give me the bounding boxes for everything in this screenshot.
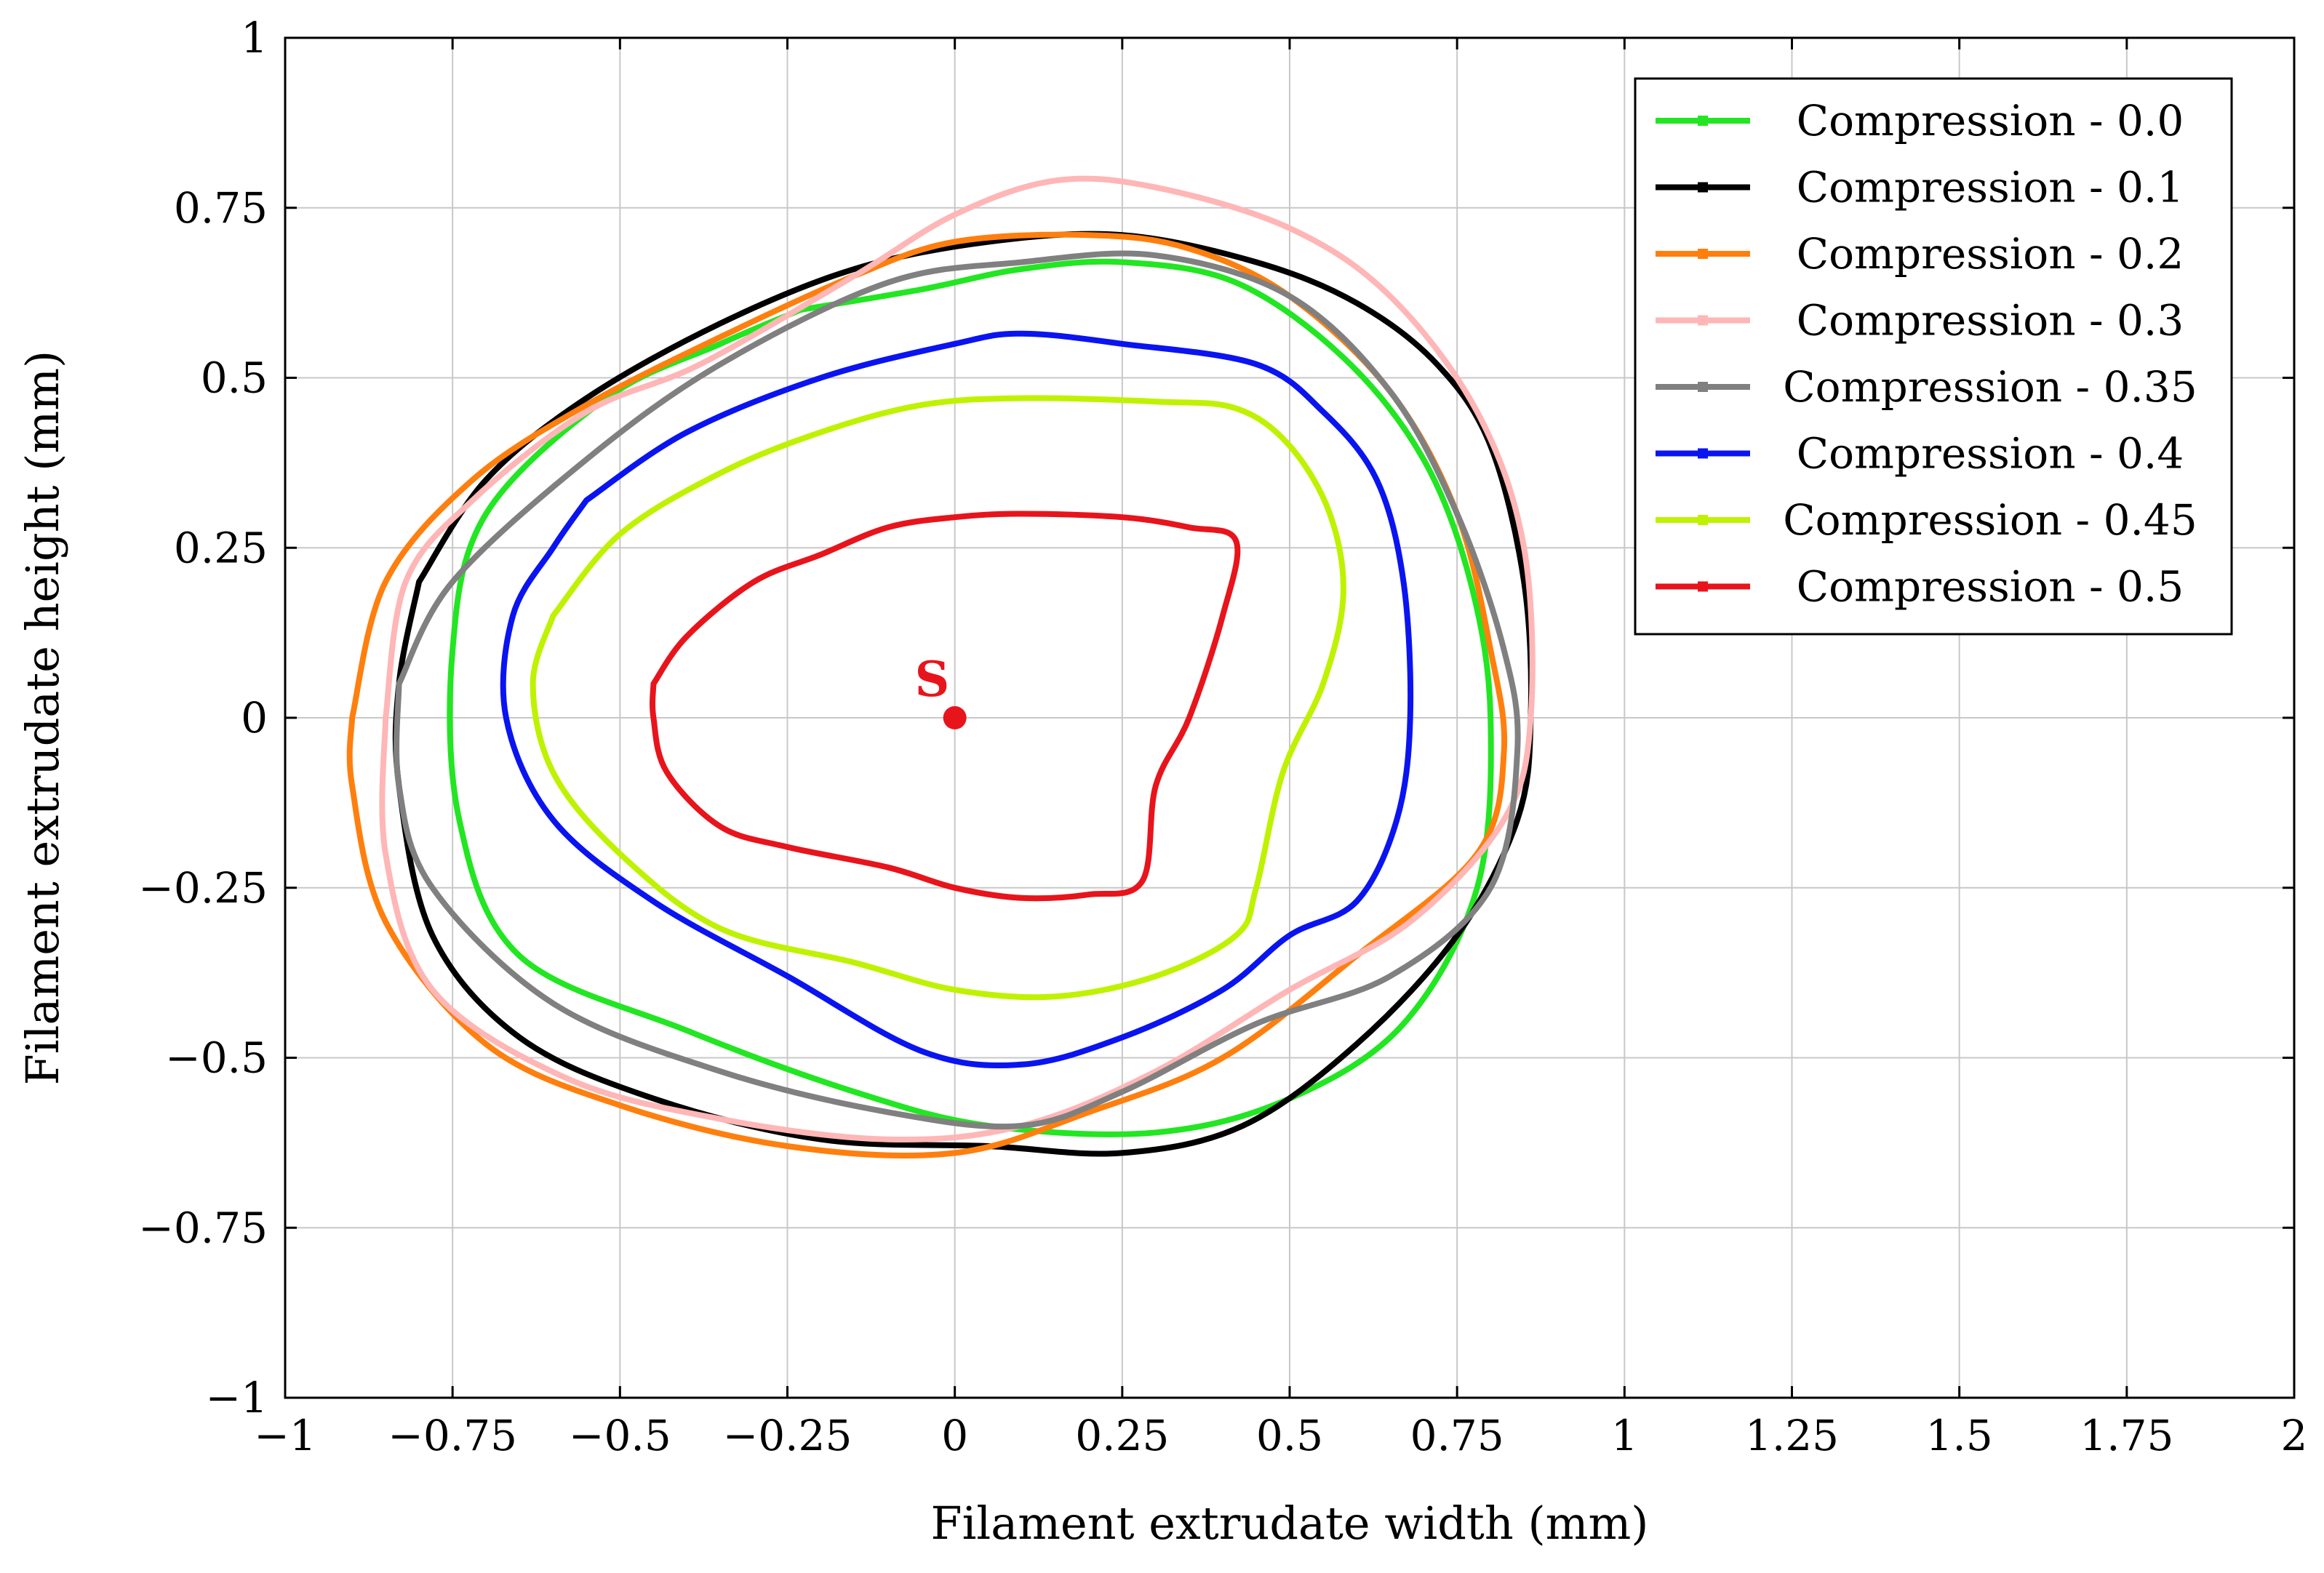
legend-marker-compression-0-5 (1698, 581, 1708, 592)
legend-label-compression-0-35: Compression - 0.35 (1783, 362, 2197, 412)
origin-point-label: S (915, 651, 950, 708)
legend-marker-compression-0-2 (1698, 249, 1708, 259)
y-axis-title: Filament extrudate height (mm) (16, 351, 69, 1085)
legend: Compression - 0.0 Compression - 0.1 Compre… (1634, 77, 2233, 636)
legend-label-compression-0-45: Compression - 0.45 (1783, 495, 2197, 545)
series-line-compression-0-4 (500, 330, 1414, 1069)
series-line-compression-0-45 (530, 395, 1346, 1001)
legend-marker-compression-0-4 (1698, 448, 1708, 459)
y-tick-label: −0.75 (138, 1203, 268, 1252)
origin-point-marker (943, 706, 967, 729)
legend-box (1634, 77, 2233, 636)
x-tick-label: 1.75 (2080, 1411, 2173, 1460)
legend-label-compression-0-2: Compression - 0.2 (1797, 229, 2184, 279)
series-line-compression-0-3 (379, 175, 1536, 1142)
x-tick-label: 0.5 (1256, 1411, 1323, 1460)
series-line-compression-0-2 (346, 231, 1508, 1158)
x-tick-label: 2 (2281, 1411, 2308, 1460)
legend-marker-compression-0-0 (1698, 116, 1708, 126)
x-axis-title: Filament extrudate width (mm) (931, 1497, 1649, 1550)
legend-label-compression-0-3: Compression - 0.3 (1797, 296, 2184, 345)
y-tick-label: 0.5 (201, 353, 268, 403)
legend-marker-compression-0-1 (1698, 182, 1708, 193)
y-tick-label: 1 (241, 13, 268, 63)
legend-label-compression-0-0: Compression - 0.0 (1797, 96, 2184, 145)
x-tick-label: 0.75 (1410, 1411, 1504, 1460)
series-line-compression-0-5 (650, 511, 1241, 902)
y-tick-label: 0.75 (174, 183, 268, 233)
y-tick-label: −1 (206, 1373, 268, 1422)
y-tick-label: −0.25 (138, 863, 268, 913)
x-tick-label: −1 (254, 1411, 316, 1460)
legend-marker-compression-0-3 (1698, 315, 1708, 326)
x-tick-label: 0 (941, 1411, 968, 1460)
x-tick-label: 0.25 (1075, 1411, 1169, 1460)
series-line-compression-0-1 (392, 231, 1534, 1157)
plot-series (346, 175, 1536, 1158)
x-tick-label: 1.25 (1745, 1411, 1839, 1460)
x-tick-label: 1.5 (1926, 1411, 1993, 1460)
x-tick-label: −0.75 (388, 1411, 517, 1460)
annotations: S (915, 651, 967, 729)
y-tick-label: −0.5 (165, 1033, 268, 1083)
legend-label-compression-0-4: Compression - 0.4 (1797, 429, 2184, 479)
legend-label-compression-0-1: Compression - 0.1 (1797, 163, 2184, 212)
x-tick-label: −0.25 (723, 1411, 852, 1460)
legend-label-compression-0-5: Compression - 0.5 (1797, 562, 2184, 612)
x-tick-label: 1 (1611, 1411, 1638, 1460)
series-line-compression-0-35 (394, 250, 1521, 1130)
y-tick-label: 0 (241, 693, 268, 743)
y-tick-label: 0.25 (174, 523, 268, 572)
x-tick-label: −0.5 (569, 1411, 671, 1460)
legend-marker-compression-0-45 (1698, 515, 1708, 525)
axis-ticks: −1 −0.75 −0.5 −0.25 0 0.25 0.5 0.75 1 1.25 1.5 1.75… (138, 13, 2307, 1460)
series-line-compression-0-0 (447, 258, 1494, 1137)
legend-marker-compression-0-35 (1698, 382, 1708, 392)
